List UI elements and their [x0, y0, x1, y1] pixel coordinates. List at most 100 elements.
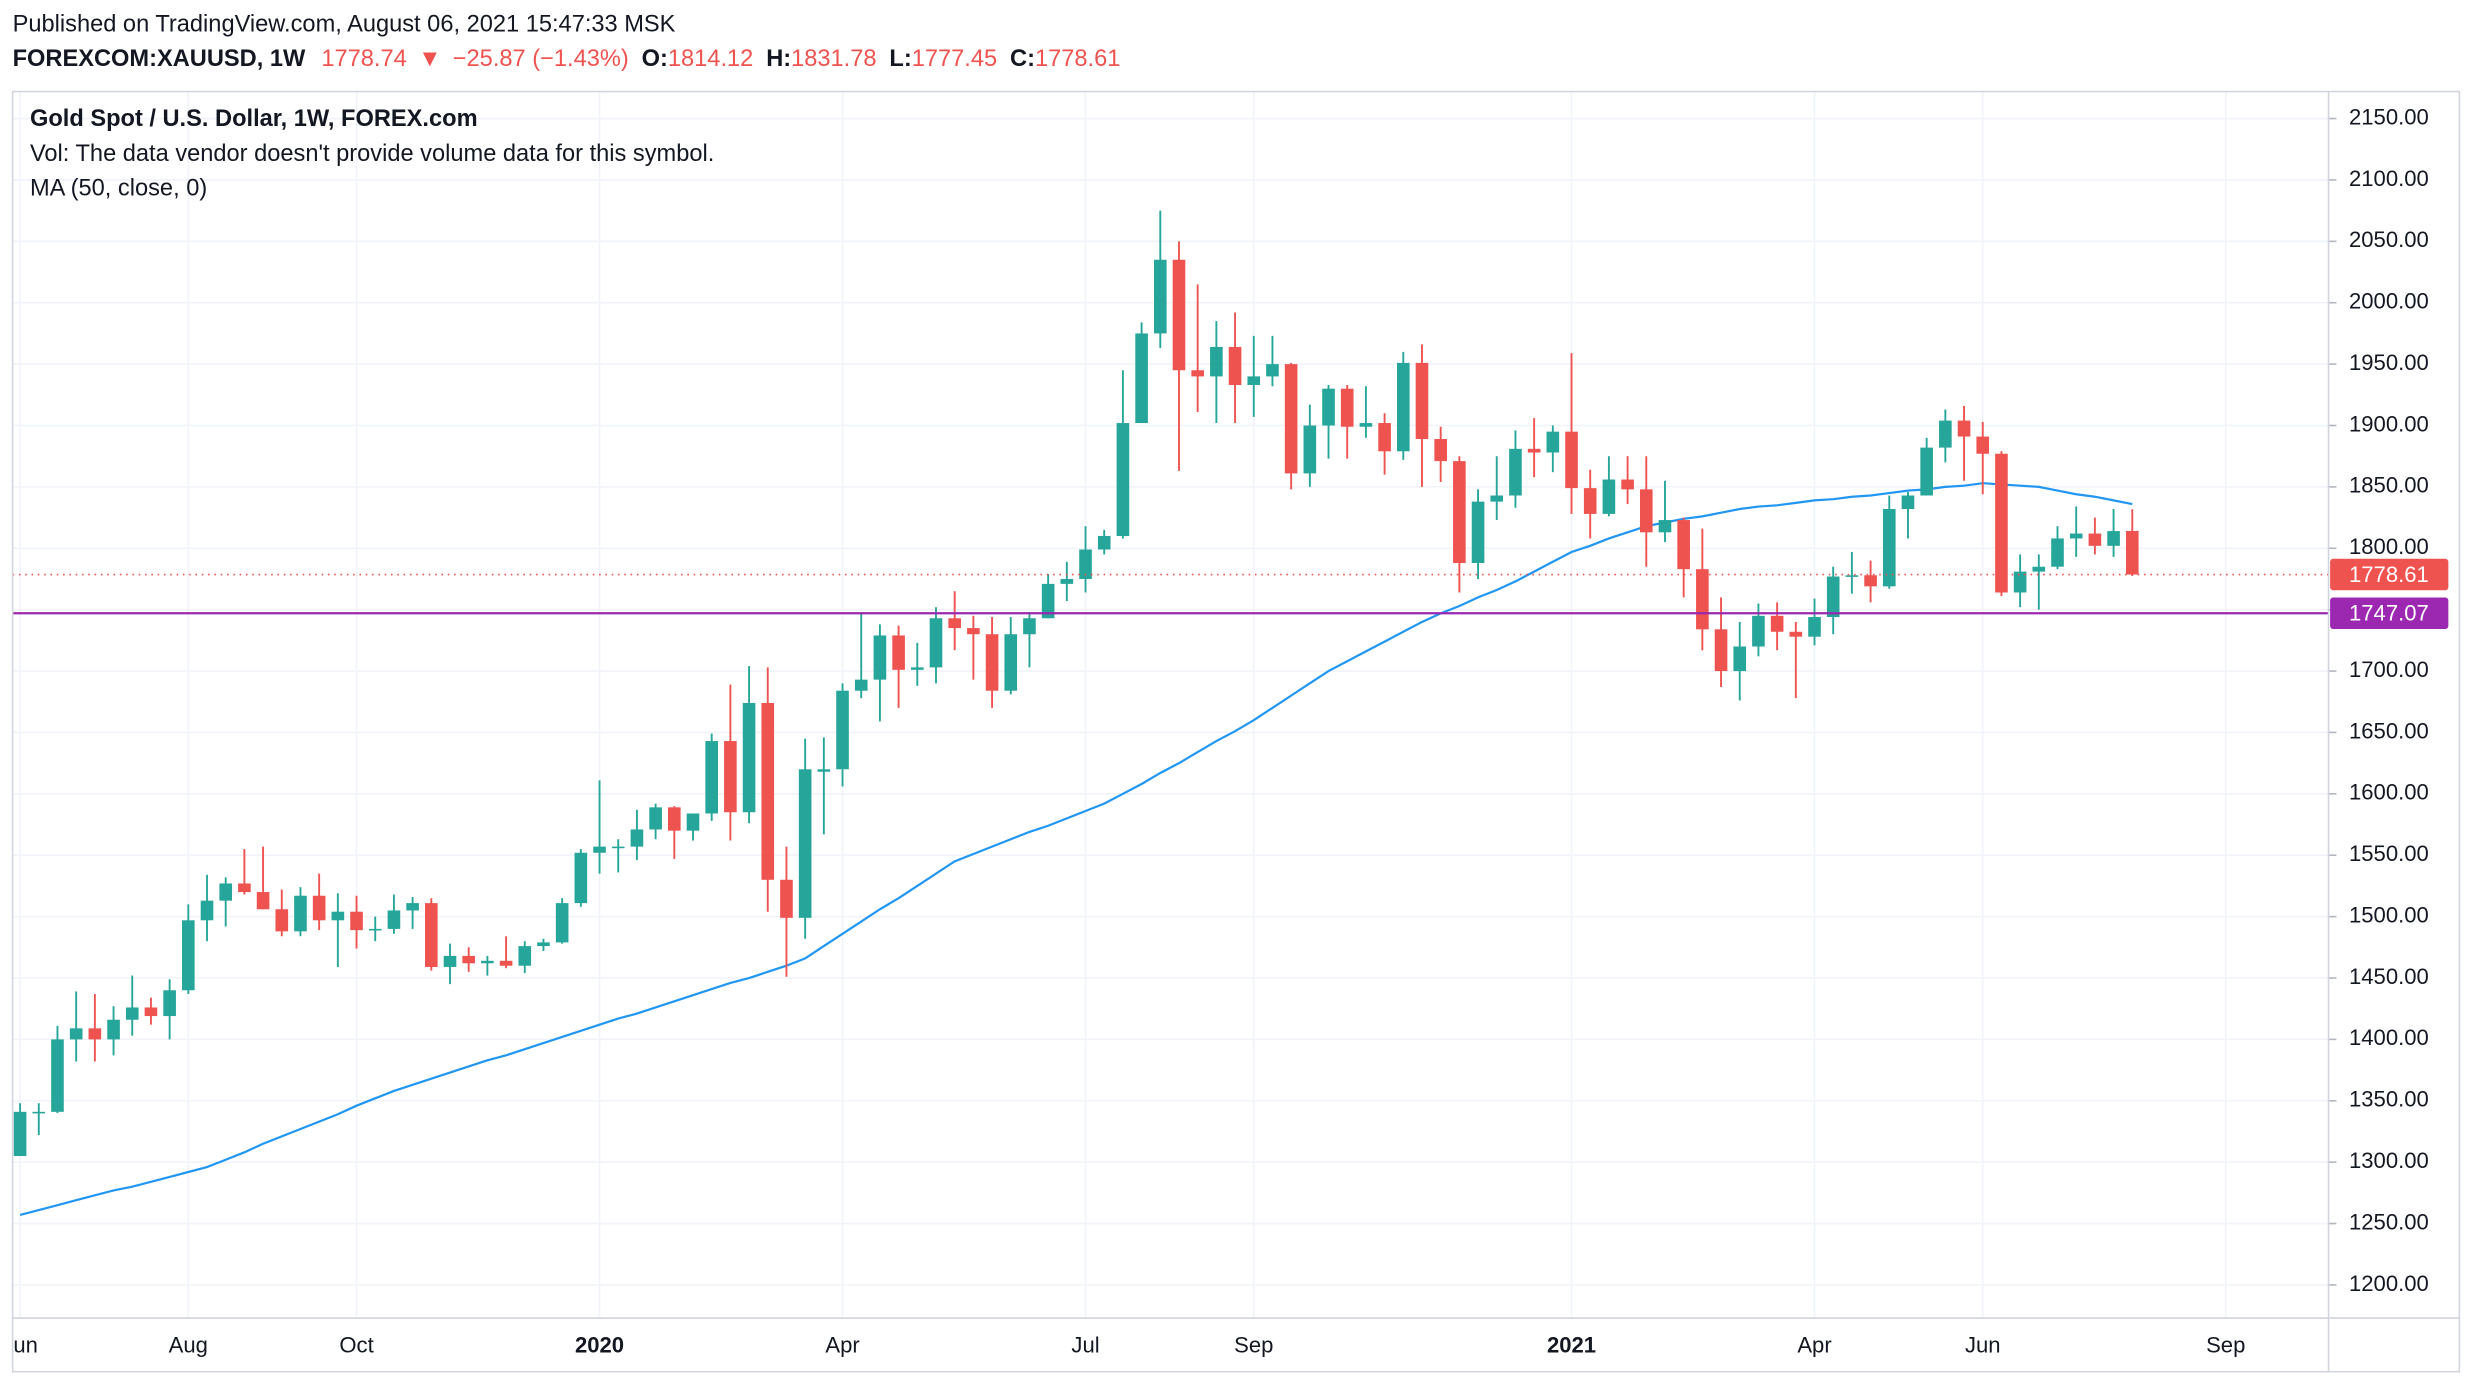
candle-body [742, 702, 756, 813]
low-label: L: [889, 46, 911, 72]
candle-body [1733, 646, 1747, 672]
candle-body [51, 1039, 64, 1112]
candle-body [2032, 566, 2046, 572]
candle-body [1135, 333, 1148, 424]
candle-body [69, 1028, 83, 1040]
candle-body [1247, 376, 1261, 385]
candle-body [817, 769, 831, 772]
open-value: 1814.12 [668, 46, 753, 72]
frame [11, 90, 2461, 1373]
candle-body [761, 702, 775, 880]
candle-body [350, 911, 363, 931]
candle-body [1378, 423, 1391, 452]
price-label-box [2330, 558, 2449, 591]
candle-body [256, 892, 270, 910]
candle-body [32, 1111, 46, 1114]
x-tick-label: 2020 [575, 1332, 624, 1357]
price-label: 1747.07 [2349, 601, 2429, 626]
x-tick-label: Sep [2206, 1332, 2245, 1357]
candle-body [1696, 569, 1709, 630]
symbol: FOREXCOM:XAUUSD, 1W [13, 46, 306, 72]
candle-body [1752, 615, 1765, 647]
high-value: 1831.78 [791, 46, 876, 72]
price-labels: 1778.61 1747.07 [2330, 558, 2449, 630]
candle-body [2107, 531, 2120, 546]
candle-body [1359, 423, 1373, 427]
chart-title: Gold Spot / U.S. Dollar, 1W, FOREX.com [30, 106, 478, 132]
candle-body [2088, 533, 2102, 546]
candle-body [649, 807, 662, 830]
candle-body [88, 1028, 102, 1040]
candle-body [630, 829, 644, 847]
y-tick-label: 1650.00 [2349, 718, 2429, 743]
candle-body [1789, 631, 1803, 637]
candle-body [275, 909, 289, 932]
price-label-box [2330, 597, 2449, 630]
candle-body [1415, 362, 1429, 440]
x-tick-label: Aug [169, 1332, 208, 1357]
x-tick-label: Oct [339, 1332, 373, 1357]
x-tick-label: Jun [1965, 1332, 2001, 1357]
candle-body [1116, 423, 1130, 537]
candle-body [1041, 583, 1055, 619]
candle-body [1322, 388, 1335, 426]
candle-body [294, 895, 307, 932]
y-tick-label: 1700.00 [2349, 657, 2429, 682]
candle-body [1677, 520, 1690, 570]
candle-body [1621, 479, 1634, 490]
y-tick-label: 1200.00 [2349, 1271, 2429, 1296]
candle-body [1228, 346, 1242, 385]
y-tick-label: 2000.00 [2349, 289, 2429, 314]
candle-body [1546, 431, 1560, 453]
candle-body [967, 628, 980, 635]
candle-body [1434, 439, 1447, 462]
close-value: 1778.61 [1035, 46, 1120, 72]
candle-body [163, 990, 176, 1017]
y-tick-label: 2150.00 [2349, 104, 2429, 129]
candle-body [686, 813, 700, 831]
candle-body [724, 741, 737, 813]
candle-body [555, 903, 569, 943]
candle-body [107, 1019, 120, 1040]
candle-body [2069, 533, 2083, 539]
ma-line [19, 482, 2133, 1217]
candle-body [1864, 575, 1877, 587]
candle-body [780, 879, 793, 918]
candle-body [2051, 538, 2064, 567]
y-tick-label: 1450.00 [2349, 964, 2429, 989]
x-tick-label: 2021 [1547, 1332, 1596, 1357]
y-tick-label: 2100.00 [2349, 166, 2429, 191]
candle-body [1340, 388, 1354, 427]
y-tick-label: 1500.00 [2349, 902, 2429, 927]
candle-body [929, 618, 943, 668]
x-tick-label: Sep [1234, 1332, 1273, 1357]
candle-body [537, 942, 550, 947]
last-price: 1778.74 [321, 46, 406, 72]
y-tick-label: 1800.00 [2349, 534, 2429, 559]
candle-body [443, 955, 457, 967]
candle-body [1658, 520, 1672, 533]
y-tick-label: 2050.00 [2349, 227, 2429, 252]
candle-body [182, 920, 195, 991]
candle-body [910, 667, 924, 670]
candle-body [1453, 461, 1466, 564]
candle-body [1060, 578, 1074, 584]
y-tick-label: 1850.00 [2349, 473, 2429, 498]
candle-body [1882, 508, 1896, 587]
candle-body [892, 635, 905, 670]
candle-body [1097, 536, 1111, 550]
down-arrow: ▼ [418, 46, 441, 72]
candle-body [1509, 448, 1522, 496]
y-tick-label: 1350.00 [2349, 1087, 2429, 1112]
candle-body [1939, 420, 1952, 448]
candle-body [1808, 617, 1821, 637]
candle-body [1639, 489, 1653, 533]
candle-body [1172, 259, 1186, 371]
candle-body [312, 895, 326, 921]
candle-body [948, 618, 961, 629]
candle-body [836, 690, 849, 770]
candle-body [1583, 488, 1597, 514]
candle-body [593, 846, 606, 853]
candle-body [518, 946, 532, 966]
